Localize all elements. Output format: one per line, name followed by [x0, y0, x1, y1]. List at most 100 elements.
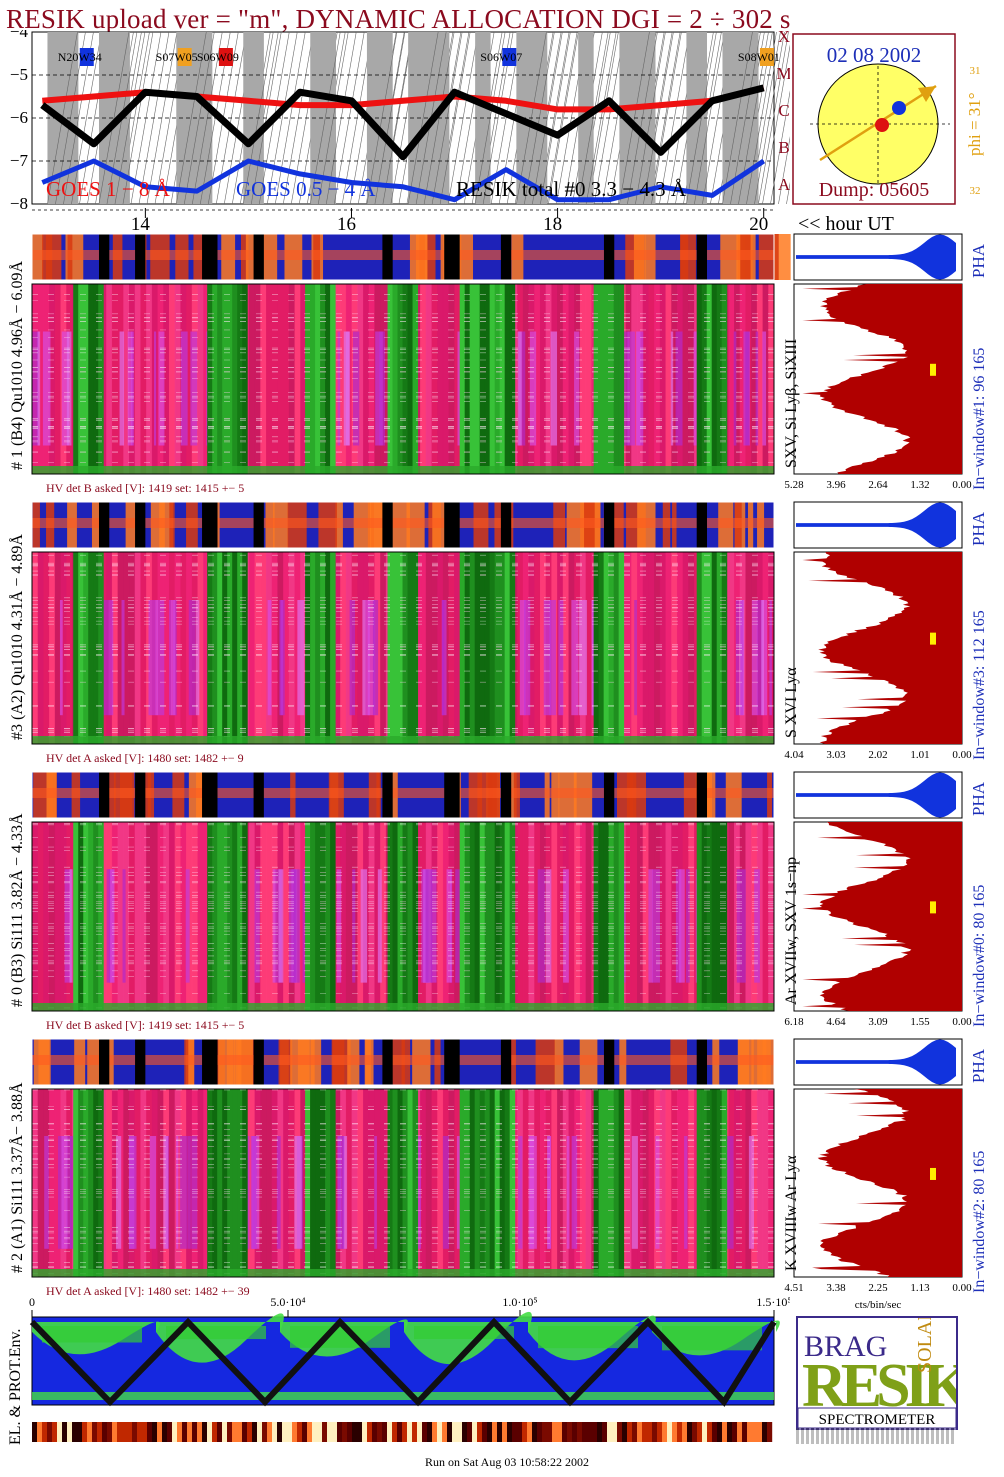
- channel-panel: HV det B asked [V]: 1419 set: 1415 +− 5 P…: [8, 771, 988, 1032]
- channel-side-label: # 1 (B4) Qu1010 4.96Å − 6.09Å: [8, 261, 26, 470]
- legend-resik: RESIK total #0 3.3 − 4.3 Å: [456, 177, 687, 201]
- goes-y-tick: −7: [10, 151, 29, 170]
- channel-panel: HV det A asked [V]: 1480 set: 1482 +− 39…: [8, 1038, 988, 1298]
- channel-line-ids: Ar XVIIw, SXV 1s−np: [783, 857, 800, 1005]
- goes-y-axis: −4 −5 −6 −7 −8: [10, 30, 29, 210]
- spectrum-x-tick: 4.64: [826, 1016, 846, 1028]
- goes-series: [40, 84, 766, 203]
- channel-pha-plot: [793, 1038, 963, 1086]
- orbit-trace: [29, 1317, 777, 1407]
- time-tick-label: 14: [131, 214, 151, 235]
- logo-fine-print: [796, 1428, 956, 1444]
- channel-pha-plot: [793, 771, 963, 819]
- spectrum-x-tick: 2.02: [868, 749, 887, 761]
- channel-line-ids: S XVI Lyα: [783, 667, 800, 738]
- spectrum-x-tick: 3.09: [868, 1016, 888, 1028]
- pha-label: PHA: [969, 243, 988, 278]
- resik-logo: BRAG RESIK SOLAR SPECTROMETER: [796, 1307, 977, 1430]
- night-band: [408, 32, 450, 204]
- time-tick-label: 20: [749, 214, 768, 235]
- channel-pha-plot: [793, 501, 963, 549]
- active-region-label: S06W07: [480, 50, 522, 64]
- channel-lightcurve-strip: [31, 1038, 775, 1086]
- goes-class-letter: M: [776, 64, 790, 83]
- phi-value: phi = 31°: [965, 92, 984, 156]
- active-region-label: N20W34: [58, 50, 102, 64]
- channel-spectrum-plot: 4.51 3.38 2.25 1.13 0.00: [784, 1088, 972, 1294]
- spectrum-x-tick: 0.00: [952, 749, 972, 761]
- spectrum-x-tick: 0.00: [952, 1016, 972, 1028]
- goes-class-letter: A: [778, 175, 790, 194]
- goes-y-tick: −4: [10, 30, 29, 41]
- channel-window-label: In−window#0: 80 165: [971, 885, 988, 1027]
- env-x-tick: 5.0·10⁴: [270, 1295, 305, 1309]
- env-side-label: EL. & PROT.Env.: [7, 1328, 24, 1445]
- time-tick-label: 18: [543, 214, 562, 235]
- goes-y-tick: −5: [10, 65, 28, 84]
- goes-region-labels: N20W34 S07W05 S06W09 S06W07 S08W01: [58, 48, 780, 66]
- channel-side-label: #3 (A2) Qu1010 4.31Å − 4.89Å: [8, 534, 26, 740]
- active-region-label: S08W01: [738, 50, 780, 64]
- channel-hv-line: HV det B asked [V]: 1419 set: 1415 +− 5: [46, 1018, 244, 1032]
- spectrum-x-tick: 4.51: [784, 1282, 803, 1294]
- phi-top: 31: [970, 65, 981, 77]
- channel-window-label: In−window#2: 80 165: [971, 1151, 988, 1293]
- spectrum-x-tick: 2.64: [868, 479, 888, 491]
- goes-y-tick: −6: [10, 108, 28, 127]
- page-title: RESIK upload ver = "m", DYNAMIC ALLOCATI…: [6, 4, 791, 34]
- spectrum-x-tick: 5.28: [784, 479, 804, 491]
- spectrum-x-tick: 1.01: [910, 749, 929, 761]
- time-unit-label: << hour UT: [798, 213, 894, 235]
- goes-panel: −4 −5 −6 −7 −8 N20W34 S07W05 S06W09 S06W07 S08W0…: [10, 30, 790, 210]
- channel-spectrogram: [31, 1088, 775, 1278]
- spectrum-x-tick: 1.32: [910, 479, 929, 491]
- sun-date: 02 08 2002: [827, 43, 922, 67]
- channel-spectrum-plot: 5.28 3.96 2.64 1.32 0.00: [784, 283, 972, 491]
- env-color-strip: [32, 1422, 773, 1442]
- active-region-label: S06W09: [197, 50, 239, 64]
- channel-line-ids: SXV, Si Lyβ, SiXIII: [783, 339, 800, 468]
- goes-series-line: [40, 84, 765, 161]
- channel-side-label: # 0 (B3) Si111 3.82Å − 4.33Å: [8, 813, 26, 1007]
- channel-spectrogram: [31, 283, 775, 475]
- spectrum-x-tick: 0.00: [952, 1282, 972, 1294]
- cts-label: cts/bin/sec: [855, 1299, 902, 1311]
- channel-spectrum-plot: 4.04 3.03 2.02 1.01 0.00: [784, 551, 972, 761]
- env-x-tick: 1.5·10⁵: [756, 1295, 790, 1309]
- goes-y-tick: −8: [10, 194, 28, 210]
- footer-run-timestamp: Run on Sat Aug 03 10:58:22 2002: [425, 1455, 590, 1469]
- channel-spectrum-plot: 6.18 4.64 3.09 1.55 0.00: [784, 821, 972, 1028]
- spectrum-x-tick: 2.25: [868, 1282, 888, 1294]
- legend-goes-long: GOES 1 − 8 Å: [46, 177, 171, 201]
- spectrum-x-tick: 3.03: [826, 749, 846, 761]
- channel-hv-line: HV det A asked [V]: 1480 set: 1482 +− 9: [46, 751, 244, 765]
- channel-panel: HV det A asked [V]: 1480 set: 1482 +− 9 P…: [8, 501, 988, 765]
- sun-center-marker: [875, 118, 889, 132]
- time-tick-label: 16: [337, 214, 356, 235]
- environment-panel: 0 5.0·10⁴ 1.0·10⁵ 1.5·10⁵: [29, 1295, 790, 1442]
- spectrum-x-tick: 3.96: [826, 479, 846, 491]
- env-x-tick: 1.0·10⁵: [502, 1295, 537, 1309]
- channel-line-ids: K XVIIIw Ar Lyα: [783, 1155, 800, 1271]
- channel-lightcurve-strip: [31, 501, 775, 549]
- goes-gridlines: [32, 74, 774, 162]
- sun-panel: 02 08 2002 Dump: 05605 31 32 phi = 31°: [792, 33, 984, 205]
- spectrum-x-tick: 3.38: [826, 1282, 846, 1294]
- channel-pha-plot: [793, 233, 963, 281]
- pha-label: PHA: [969, 511, 988, 546]
- channel-window-label: In−window#1: 96 165: [971, 348, 988, 490]
- channel-panel: HV det B asked [V]: 1419 set: 1415 +− 5 P…: [8, 233, 988, 495]
- channel-lightcurve-strip: [31, 771, 775, 819]
- env-x-tick: 0: [29, 1295, 35, 1309]
- time-axis: 14 16 18 20 << hour UT: [32, 208, 894, 235]
- channel-window-label: In−window#3: 112 165: [971, 610, 988, 760]
- channel-side-label: # 2 (A1) Si111 3.37Å− 3.88Å: [8, 1082, 26, 1273]
- dump-label: Dump: 05605: [819, 179, 930, 201]
- spectrum-x-tick: 1.13: [910, 1282, 930, 1294]
- goes-series-line: [41, 158, 766, 203]
- channel-lightcurve-strip: [31, 233, 791, 281]
- channel-hv-line: HV det A asked [V]: 1480 set: 1482 +− 39: [46, 1284, 250, 1298]
- channel-hv-line: HV det B asked [V]: 1419 set: 1415 +− 5: [46, 481, 244, 495]
- goes-class-letter: X: [778, 30, 790, 46]
- pha-label: PHA: [969, 781, 988, 816]
